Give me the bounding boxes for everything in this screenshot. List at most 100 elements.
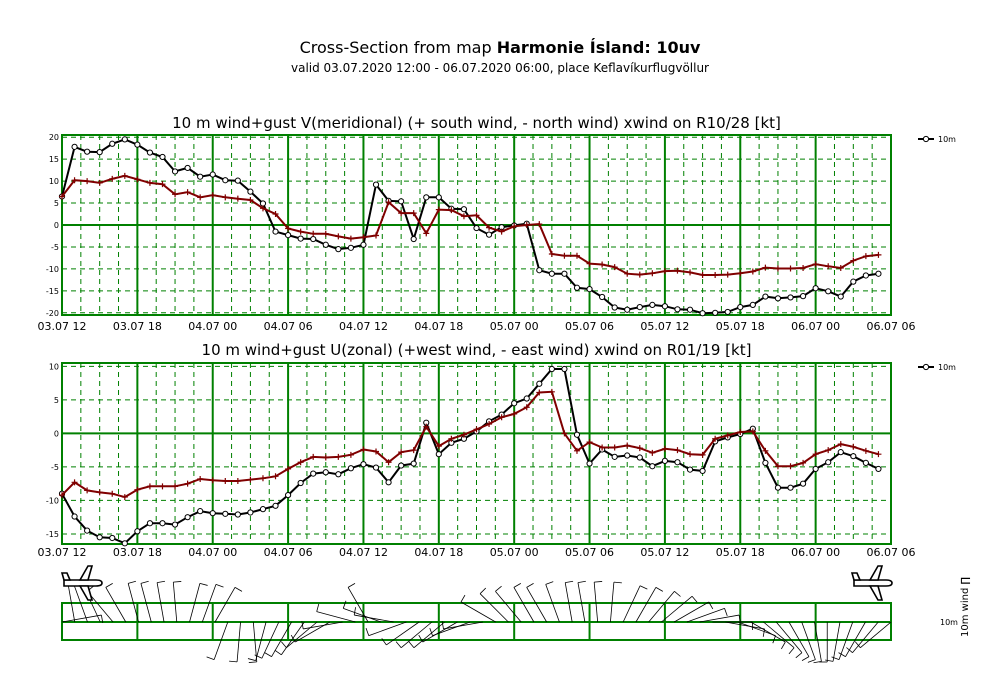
wind-point — [385, 479, 392, 486]
wind-barb-flag — [347, 583, 356, 588]
legend-swatch-marker — [922, 363, 930, 371]
gust-point — [335, 233, 342, 240]
wind-barb — [725, 621, 765, 630]
wind-point — [184, 164, 191, 172]
plane-wing-bottom — [868, 585, 884, 601]
wind-point — [247, 188, 254, 195]
wind-barb-flag — [105, 583, 113, 588]
wind-barb-flag — [215, 584, 224, 588]
wind-barb-flag — [854, 641, 861, 648]
wind-barb-flag — [316, 603, 320, 612]
gust-point — [787, 265, 794, 272]
wind-point — [398, 462, 405, 469]
wind-barb — [673, 601, 710, 623]
wind-point — [297, 235, 304, 242]
wind-barb-flag — [545, 581, 554, 585]
gust-point — [59, 193, 65, 200]
gust-point — [724, 432, 731, 439]
wind-point — [661, 457, 669, 464]
gust-point — [523, 404, 530, 411]
gust-point — [197, 475, 204, 482]
y-tick-label: 0 — [54, 429, 59, 438]
wind-point — [360, 241, 367, 248]
x-tick-label: 05.07 00 — [490, 320, 539, 333]
wind-point — [812, 285, 819, 292]
wind-point — [699, 310, 706, 317]
gust-point — [800, 459, 807, 466]
wind-point — [84, 527, 91, 534]
x-tick-label: 06.07 06 — [867, 320, 916, 333]
wind-point — [297, 479, 304, 487]
wind-point — [636, 303, 643, 311]
wind-barb — [400, 621, 433, 649]
gust-point — [511, 223, 518, 230]
wind-point — [523, 395, 530, 402]
wind-barb — [443, 621, 483, 630]
y-tick-label: 20 — [49, 133, 59, 142]
gust-point — [800, 265, 807, 272]
wind-point — [825, 288, 832, 295]
gust-point — [159, 483, 166, 490]
wind-barb — [775, 621, 803, 653]
y-tick-label: 15 — [49, 155, 59, 164]
wind-barb — [189, 583, 201, 623]
wind-point — [762, 459, 769, 466]
y-tick-label: -5 — [51, 243, 59, 252]
gust-point — [825, 263, 832, 270]
gust-point — [234, 477, 241, 484]
legend-label: 10m — [938, 363, 956, 372]
wind-point — [197, 173, 204, 180]
wind-point — [398, 198, 405, 205]
wind-barb — [105, 587, 127, 623]
wind-point — [548, 270, 555, 277]
plot-frame — [61, 134, 892, 316]
x-tick-label: 05.07 12 — [640, 320, 689, 333]
x-tick-label: 04.07 12 — [339, 320, 388, 333]
gust-point — [347, 451, 354, 458]
x-tick-label: 06.07 00 — [791, 546, 840, 559]
plot-frame — [61, 362, 892, 545]
gust-point — [850, 257, 857, 264]
wind-point — [787, 484, 794, 491]
gust-point — [385, 459, 392, 466]
wind-point — [284, 491, 292, 499]
gust-point — [649, 449, 656, 456]
wind-point — [171, 521, 179, 528]
gust-point — [360, 234, 367, 241]
wind-point — [624, 452, 631, 459]
wind-barb — [593, 582, 599, 623]
gust-point — [787, 463, 794, 470]
gust-point — [297, 459, 304, 466]
wind-point — [624, 306, 631, 313]
wind-point — [599, 293, 606, 301]
plane-body — [853, 579, 893, 587]
wind-point — [435, 194, 442, 201]
wind-point — [762, 293, 769, 300]
wind-point — [460, 206, 468, 213]
gust-point — [121, 494, 128, 501]
wind-point — [146, 520, 154, 527]
wind-point — [850, 453, 857, 460]
wind-point — [799, 293, 807, 300]
wind-point — [799, 480, 807, 487]
gust-point — [121, 172, 128, 179]
gust-point — [661, 445, 668, 452]
x-tick-label: 04.07 06 — [264, 546, 313, 559]
wind-point — [661, 303, 669, 310]
series-line-wind — [61, 138, 879, 315]
wind-barb-flag — [795, 652, 803, 659]
wind-point — [674, 459, 681, 466]
x-tick-label: 04.07 00 — [188, 320, 237, 333]
gust-point — [850, 443, 857, 450]
gust-point — [862, 447, 869, 454]
wind-barb-flag — [353, 607, 356, 616]
gust-point — [812, 261, 819, 268]
wind-barb-flag — [274, 649, 282, 656]
gust-point — [234, 195, 241, 202]
strip-legend-label: 10m — [940, 618, 958, 627]
chart-panel-2: 10 m wind+gust U(zonal) (+west wind, - e… — [38, 341, 957, 559]
series-line-gust — [61, 390, 879, 499]
wind-barb-flag — [365, 628, 370, 636]
gust-point — [385, 199, 392, 206]
gust-point — [611, 444, 618, 451]
